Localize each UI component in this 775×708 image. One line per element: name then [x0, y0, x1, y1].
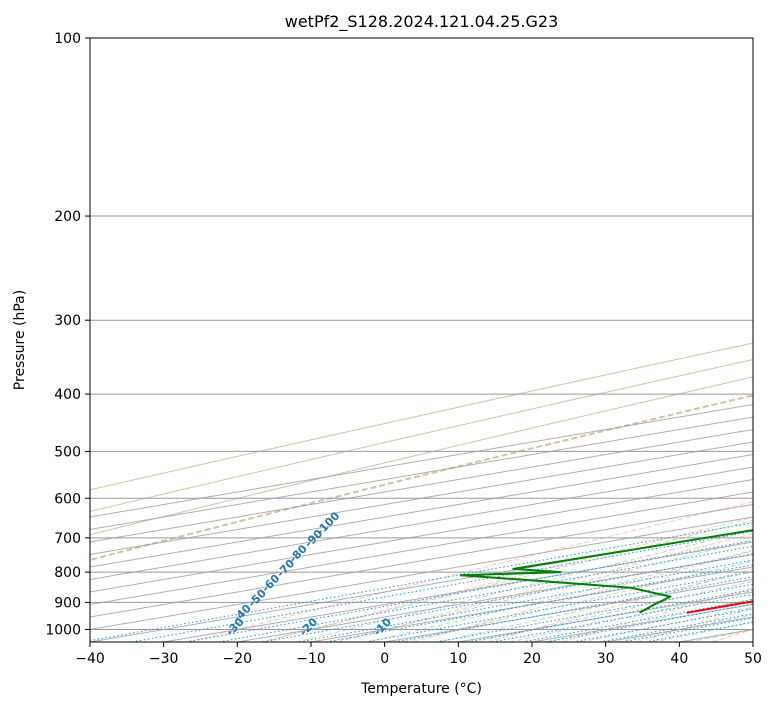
- dry-adiabat: [711, 629, 753, 642]
- moist-adiabat: [331, 539, 753, 642]
- y-tick-label: 500: [54, 444, 81, 460]
- isotherm-line: [90, 491, 753, 606]
- isotherm-line: [90, 428, 753, 543]
- reference-curve: [90, 376, 753, 536]
- x-tick-label: 20: [523, 651, 541, 667]
- y-tick-label: 400: [54, 387, 81, 403]
- mixing-ratio-line: [131, 530, 753, 642]
- y-tick-label: 300: [54, 313, 81, 329]
- background-lines: [90, 342, 753, 642]
- inline-labels: 0.10.20.40.611.52346810131620253036-100-…: [223, 509, 394, 638]
- isotherm-line: [90, 441, 753, 556]
- isotherm-line: [531, 603, 753, 642]
- reference-curve: [90, 359, 753, 512]
- x-tick-label: 10: [449, 651, 467, 667]
- isotherm-line: [679, 628, 753, 642]
- chart-title: wetPf2_S128.2024.121.04.25.G23: [285, 12, 559, 32]
- mixing-ratio-line: [299, 559, 753, 642]
- mixing-ratio-line: [599, 613, 753, 642]
- mixing-ratio-lines: [90, 522, 753, 642]
- dry-adiabat: [487, 568, 753, 642]
- isotherm-line: [90, 466, 753, 581]
- isotherm-line: [90, 528, 753, 642]
- mixing-ratio-line: [185, 539, 753, 642]
- mixing-ratio-line: [546, 603, 753, 642]
- isotherm-line: [90, 403, 753, 518]
- y-tick-label: 200: [54, 209, 81, 225]
- moist-adiabat: [367, 550, 753, 642]
- x-tick-label: 0: [380, 651, 389, 667]
- reference-curve: [90, 342, 753, 491]
- temperature-profile-line: [686, 600, 753, 614]
- moist-adiabat: [652, 621, 753, 642]
- mixing-ratio-line: [622, 617, 753, 642]
- isotherm-line: [90, 416, 753, 531]
- moist-adiabat: [689, 629, 753, 642]
- plot-area: 0.10.20.40.611.52346810131620253036-100-…: [90, 38, 753, 642]
- y-axis-label: Pressure (hPa): [12, 290, 28, 390]
- reference-curve: [90, 394, 753, 562]
- isotherm-line: [90, 503, 753, 618]
- moist-adiabat: [296, 529, 753, 642]
- x-tick-label: 50: [744, 651, 762, 667]
- x-tick-label: 40: [670, 651, 688, 667]
- x-axis: −40 −30 −20 −10 0 10 20 30 40 50: [75, 642, 762, 667]
- y-tick-label: 800: [54, 565, 81, 581]
- isotherm-line: [752, 641, 753, 642]
- x-tick-label: −40: [75, 651, 105, 667]
- moist-adiabat: [473, 580, 753, 642]
- dewpoint-profile-line: [459, 529, 753, 614]
- x-tick-label: −30: [149, 651, 179, 667]
- moist-adiabat: [544, 598, 753, 642]
- y-axis: 100 200 300 400 500 600 700 800 900 1000: [45, 31, 90, 638]
- mixing-ratio-line: [262, 553, 753, 642]
- plot-frame: [89, 37, 754, 643]
- y-tick-label: 600: [54, 491, 81, 507]
- mixing-ratio-line: [218, 545, 753, 642]
- moist-adiabat: [438, 571, 753, 642]
- isotherm-line: [90, 478, 753, 593]
- isotherm-line: [90, 516, 753, 631]
- x-tick-label: −20: [223, 651, 253, 667]
- dry-adiabat: [188, 501, 753, 642]
- y-tick-label: 900: [54, 595, 81, 611]
- y-tick-label: 100: [54, 31, 81, 47]
- mixing-ratio-line: [365, 571, 753, 642]
- grid-lines: [90, 38, 753, 642]
- isotherm-line: [90, 453, 753, 568]
- mixing-ratio-line: [467, 589, 753, 642]
- moist-adiabat: [402, 560, 753, 642]
- isotherm-line: [384, 578, 753, 642]
- x-axis-label: Temperature (°C): [360, 681, 482, 697]
- mixing-ratio-line: [572, 608, 753, 642]
- moist-adiabat: [580, 606, 753, 642]
- y-tick-label: 1000: [45, 622, 81, 638]
- x-tick-label: 30: [597, 651, 615, 667]
- x-tick-label: −10: [296, 651, 326, 667]
- mixing-ratio-line: [492, 593, 753, 642]
- y-tick-label: 700: [54, 531, 81, 547]
- profile-lines: [459, 529, 753, 614]
- dry-adiabat: [562, 587, 753, 642]
